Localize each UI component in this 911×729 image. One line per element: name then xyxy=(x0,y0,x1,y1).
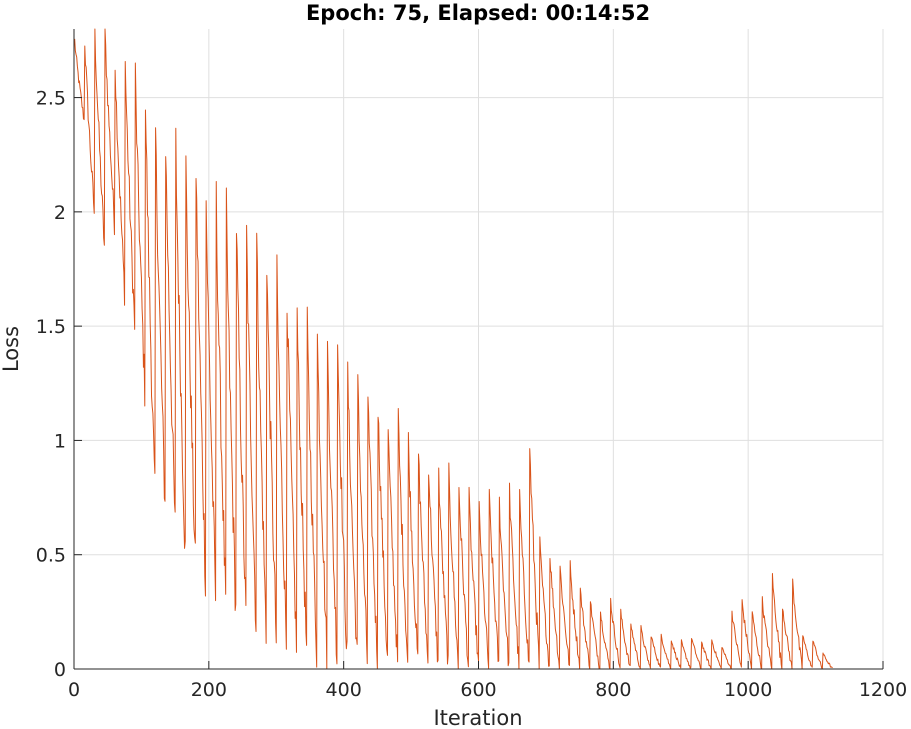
x-axis-ticks: 0 200 400 600 800 1000 1200 xyxy=(68,661,907,701)
chart-title: Epoch: 75, Elapsed: 00:14:52 xyxy=(306,1,650,25)
y-tick-label: 2 xyxy=(54,202,66,224)
y-tick-label: 0 xyxy=(54,659,66,681)
y-tick-label: 1 xyxy=(54,430,66,452)
y-tick-label: 0.5 xyxy=(36,545,66,567)
x-tick-label: 800 xyxy=(595,679,631,701)
x-tick-label: 0 xyxy=(68,679,80,701)
x-tick-label: 1000 xyxy=(724,679,772,701)
y-axis-ticks: 0 0.5 1 1.5 2 2.5 xyxy=(36,88,82,681)
loss-series-line xyxy=(74,28,833,670)
y-axis-label: Loss xyxy=(0,326,23,372)
x-tick-label: 200 xyxy=(191,679,227,701)
x-tick-label: 600 xyxy=(460,679,496,701)
x-tick-label: 1200 xyxy=(859,679,907,701)
y-tick-label: 2.5 xyxy=(36,88,66,110)
y-tick-label: 1.5 xyxy=(36,316,66,338)
grid-lines xyxy=(74,29,884,669)
x-axis-label: Iteration xyxy=(433,706,522,729)
x-tick-label: 400 xyxy=(326,679,362,701)
